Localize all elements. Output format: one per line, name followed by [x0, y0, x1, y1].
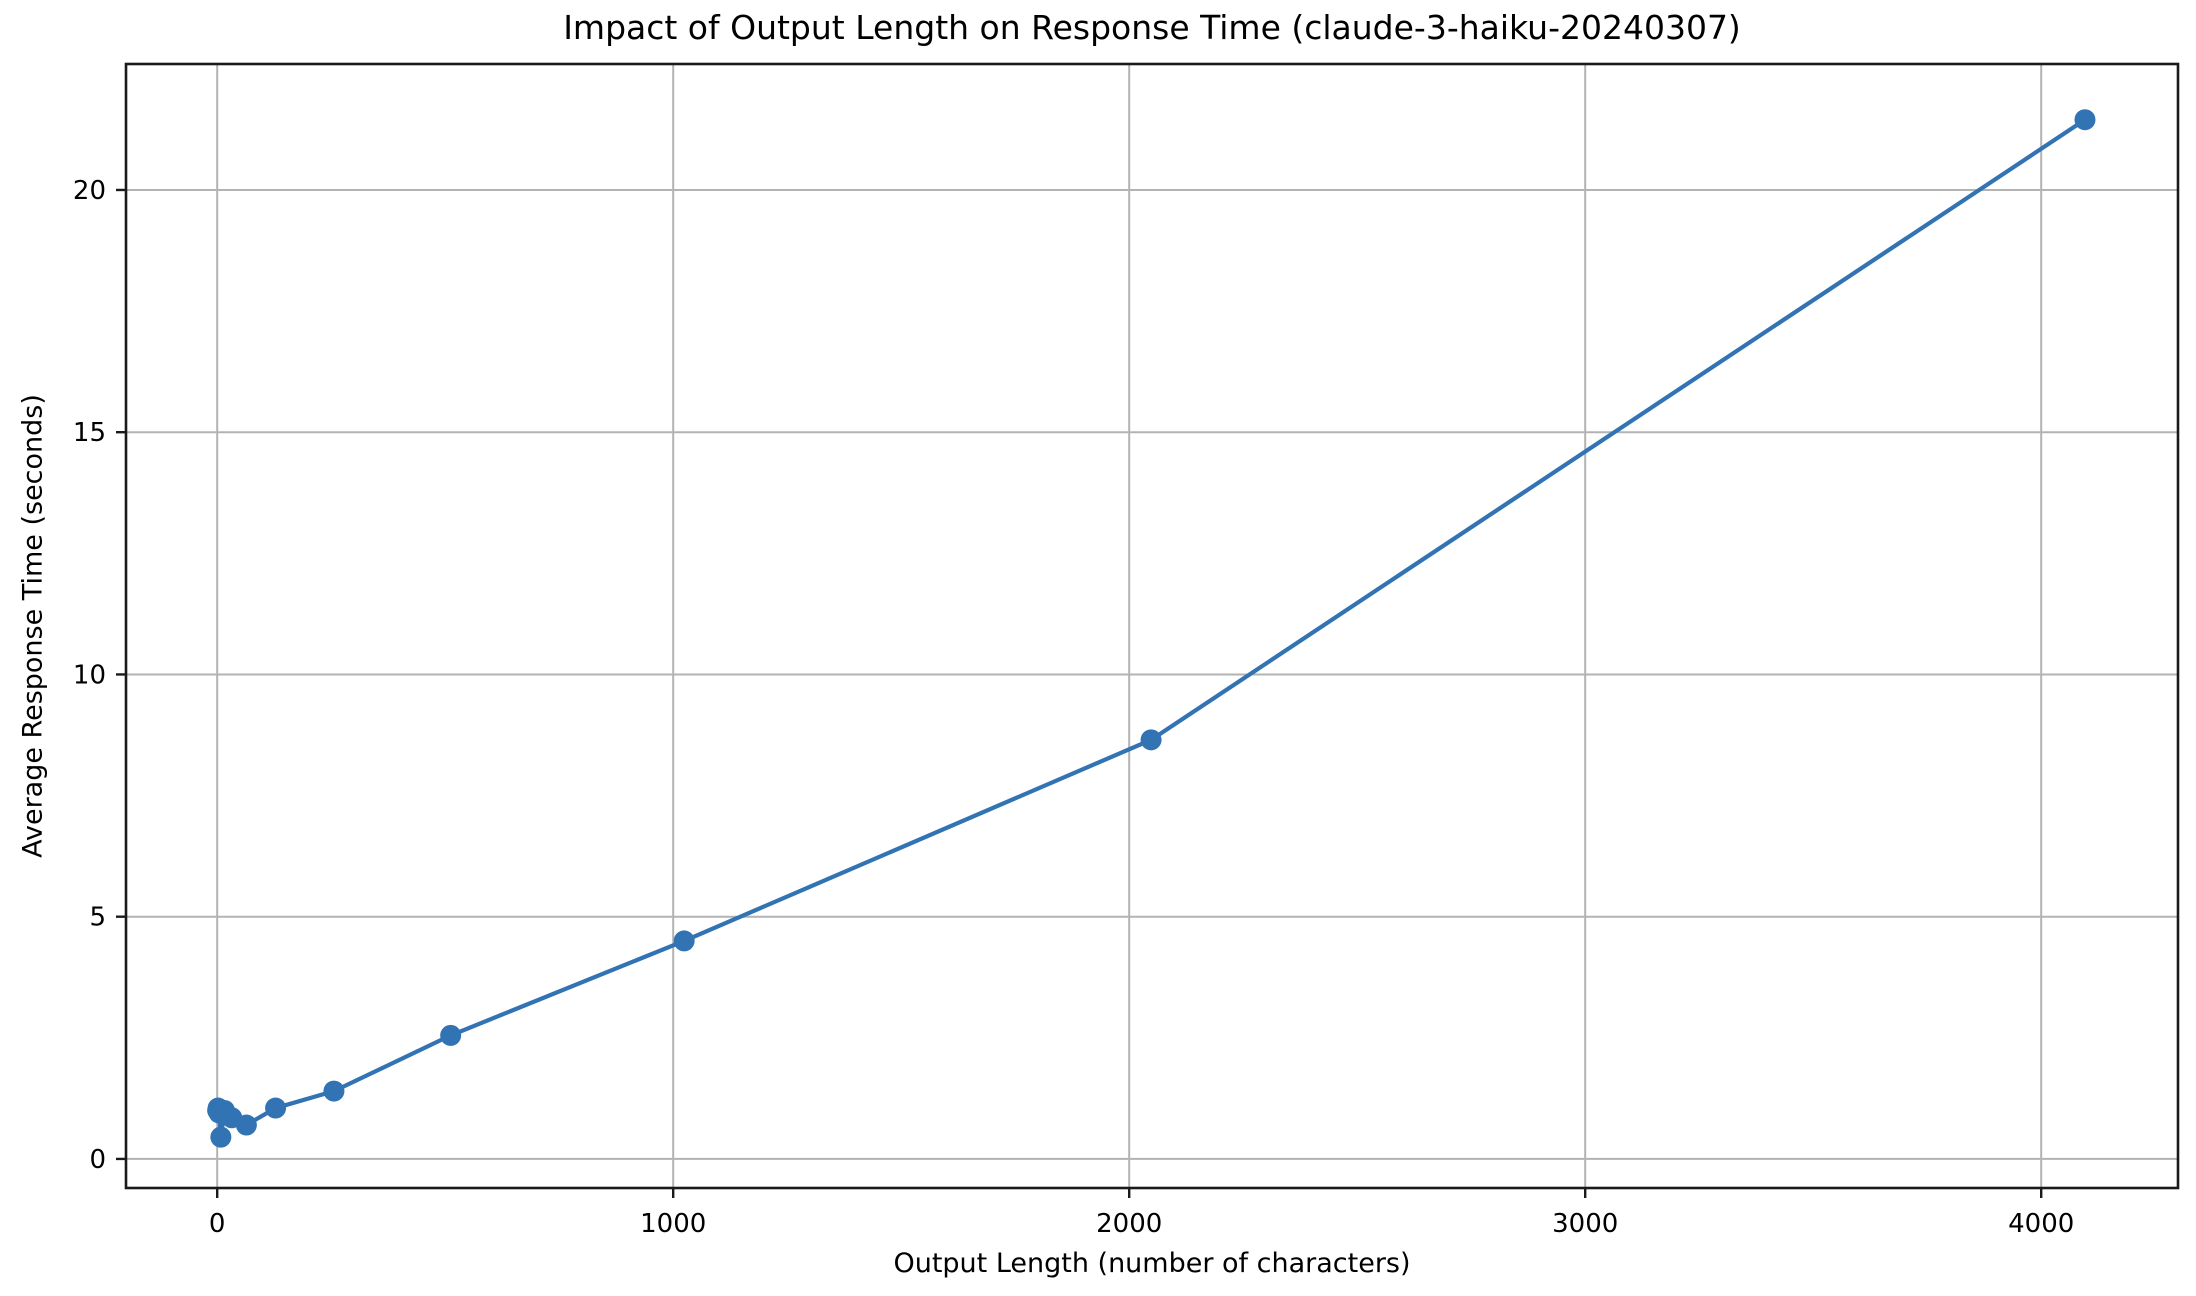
- x-tick-label: 4000: [2008, 1209, 2074, 1239]
- chart-title: Impact of Output Length on Response Time…: [563, 8, 1741, 47]
- y-tick-label: 0: [89, 1145, 106, 1175]
- x-tick-label: 2000: [1096, 1209, 1162, 1239]
- data-point: [235, 1114, 257, 1136]
- series-line: [215, 117, 2088, 1140]
- data-point: [2074, 109, 2096, 131]
- data-point: [440, 1024, 462, 1046]
- x-tick-label: 1000: [640, 1209, 706, 1239]
- y-tick-label: 5: [89, 903, 106, 933]
- axes-frame: [124, 62, 2180, 1190]
- data-point: [323, 1080, 345, 1102]
- data-point: [1140, 729, 1162, 751]
- x-tick-label: 3000: [1552, 1209, 1618, 1239]
- data-point: [210, 1126, 232, 1148]
- data-point: [673, 930, 695, 952]
- data-point: [265, 1097, 287, 1119]
- y-tick-label: 15: [73, 418, 106, 448]
- y-tick-label: 20: [73, 176, 106, 206]
- y-tick-label: 10: [73, 660, 106, 690]
- x-tick-label: 0: [209, 1209, 226, 1239]
- x-axis-label: Output Length (number of characters): [893, 1248, 1411, 1279]
